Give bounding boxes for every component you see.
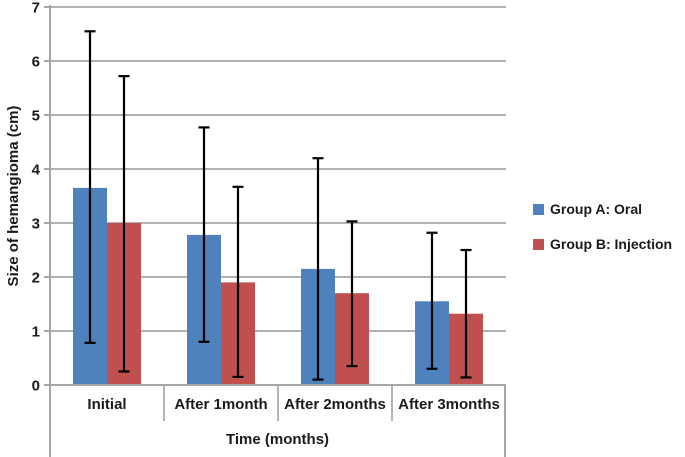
y-tick-label: 7: [32, 0, 40, 17]
y-tick-label: 2: [32, 270, 40, 287]
legend: Group A: Oral Group B: Injection: [533, 201, 672, 252]
legend-label: Group B: Injection: [550, 236, 673, 252]
legend-swatch-icon: [533, 203, 544, 215]
y-tick-label: 5: [32, 108, 40, 125]
y-tick-label: 3: [32, 216, 40, 233]
y-tick-label: 4: [32, 162, 41, 179]
legend-swatch-icon: [533, 238, 544, 250]
category-label: After 3months: [398, 396, 500, 413]
y-tick-label: 6: [32, 54, 40, 71]
legend-entry-groupB: Group B: Injection: [533, 236, 672, 252]
y-tick-label: 1: [32, 324, 40, 341]
category-label: After 2months: [284, 396, 386, 413]
y-tick-label: 0: [32, 378, 40, 395]
x-axis-title: Time (months): [225, 431, 330, 448]
y-axis-title: Size of hemangioma (cm): [5, 105, 22, 287]
legend-label: Group A: Oral: [550, 201, 643, 217]
legend-entry-groupA: Group A: Oral: [533, 201, 672, 217]
category-label: After 1month: [174, 396, 267, 413]
category-label: Initial: [87, 396, 126, 413]
